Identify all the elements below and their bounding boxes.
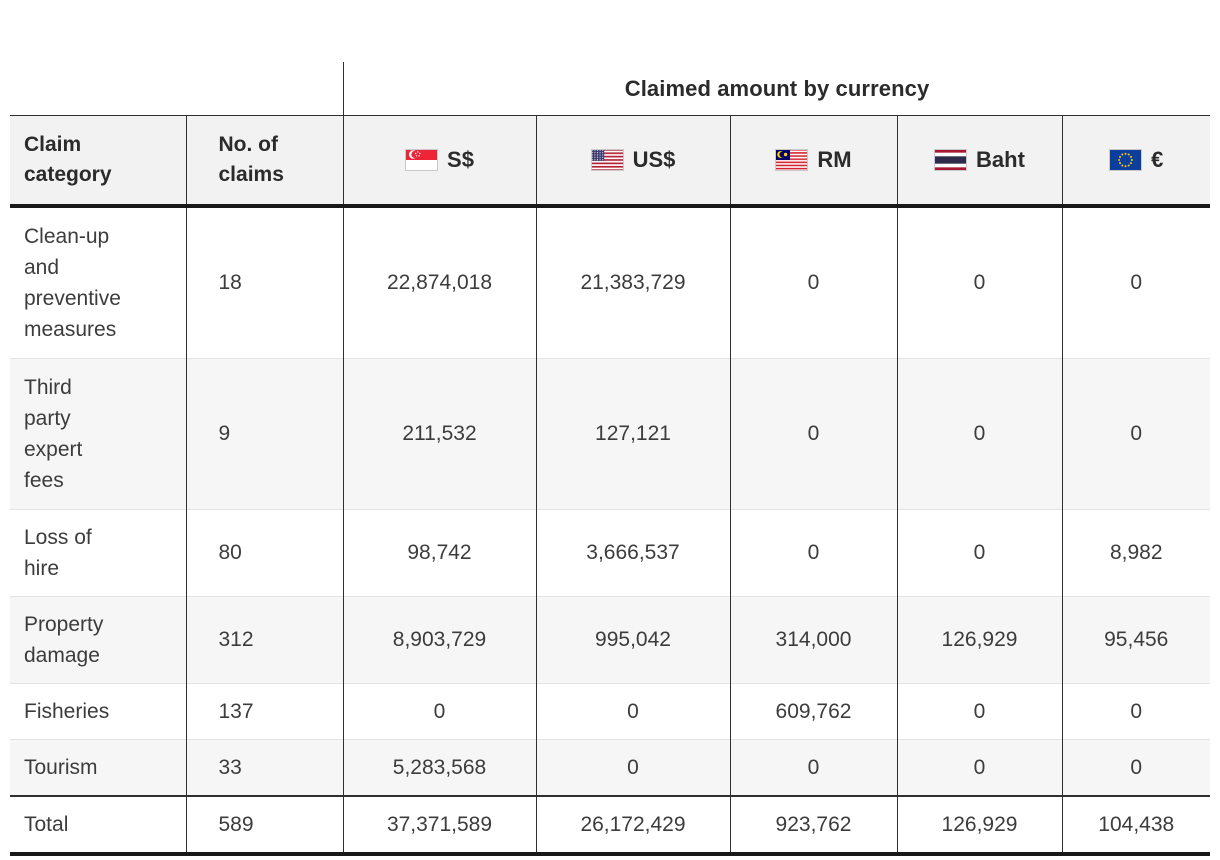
thailand-flag-icon xyxy=(934,148,968,171)
value-cell: 26,172,429 xyxy=(535,795,730,856)
category-cell: Loss of hire xyxy=(10,509,186,597)
value-cell: 0 xyxy=(896,509,1062,597)
claims-table: Claim category No. of claims xyxy=(10,115,1210,856)
value-cell: 0 xyxy=(342,683,536,740)
header-currency-usd: US$ xyxy=(535,115,730,208)
header-currency-sgd: S$ xyxy=(342,115,536,208)
currency-label-eur: € xyxy=(1151,146,1164,172)
value-cell: 5,283,568 xyxy=(342,739,536,796)
claims-cell: 137 xyxy=(185,683,343,740)
value-cell: 0 xyxy=(896,205,1062,359)
value-cell: 0 xyxy=(1061,205,1210,359)
value-cell: 126,929 xyxy=(896,795,1062,856)
value-cell: 211,532 xyxy=(342,358,536,510)
currency-label-usd: US$ xyxy=(632,146,676,172)
value-cell: 8,903,729 xyxy=(342,596,536,684)
value-cell: 0 xyxy=(729,358,897,510)
category-cell: Fisheries xyxy=(10,683,186,740)
value-cell: 0 xyxy=(1061,739,1210,796)
table-row: Loss of hire 80 98,742 3,666,537 0 0 8,9… xyxy=(10,509,1210,597)
value-cell: 104,438 xyxy=(1061,795,1210,856)
value-cell: 0 xyxy=(535,739,730,796)
category-cell: Property damage xyxy=(10,596,186,684)
claims-cell: 18 xyxy=(185,205,343,359)
united-states-flag-icon xyxy=(590,148,624,171)
value-cell: 314,000 xyxy=(729,596,897,684)
value-cell: 0 xyxy=(535,683,730,740)
currency-label-myr: RM xyxy=(817,146,852,172)
value-cell: 0 xyxy=(896,683,1062,740)
claims-cell: 80 xyxy=(185,509,343,597)
claims-cell: 589 xyxy=(185,795,343,856)
header-claim-category: Claim category xyxy=(10,115,186,208)
header-currency-thb: Baht xyxy=(896,115,1062,208)
malaysia-flag-icon xyxy=(775,148,809,171)
total-row: Total 589 37,371,589 26,172,429 923,762 … xyxy=(10,795,1210,856)
value-cell: 0 xyxy=(729,509,897,597)
title-spacer xyxy=(10,62,344,115)
claims-table-graphic: Claimed amount by currency Claim categor… xyxy=(10,62,1210,856)
value-cell: 995,042 xyxy=(535,596,730,684)
value-cell: 126,929 xyxy=(896,596,1062,684)
value-cell: 127,121 xyxy=(535,358,730,510)
table-row: Third party expert fees 9 211,532 127,12… xyxy=(10,358,1210,510)
value-cell: 95,456 xyxy=(1061,596,1210,684)
claims-cell: 312 xyxy=(185,596,343,684)
category-cell: Clean-up and preventive measures xyxy=(24,224,121,341)
value-cell: 0 xyxy=(896,739,1062,796)
value-cell: 609,762 xyxy=(729,683,897,740)
value-cell: 37,371,589 xyxy=(342,795,536,856)
table-row: Tourism 33 5,283,568 0 0 0 0 xyxy=(10,739,1210,796)
header-no-of-claims: No. of claims xyxy=(185,115,343,208)
value-cell: 923,762 xyxy=(729,795,897,856)
value-cell: 3,666,537 xyxy=(535,509,730,597)
value-cell: 0 xyxy=(1061,358,1210,510)
table-row: Clean-up and preventive measures 18 22,8… xyxy=(10,205,1210,359)
claims-cell: 9 xyxy=(185,358,343,510)
value-cell: 0 xyxy=(1061,683,1210,740)
value-cell: 8,982 xyxy=(1061,509,1210,597)
table-title: Claimed amount by currency xyxy=(624,75,930,101)
header-currency-eur: € xyxy=(1061,115,1210,208)
claims-cell: 33 xyxy=(185,739,343,796)
table-row: Fisheries 137 0 0 609,762 0 0 xyxy=(10,683,1210,740)
currency-label-sgd: S$ xyxy=(447,146,474,172)
table-row: Property damage 312 8,903,729 995,042 31… xyxy=(10,596,1210,684)
european-union-flag-icon xyxy=(1109,148,1143,171)
header-currency-myr: RM xyxy=(729,115,897,208)
value-cell: 0 xyxy=(729,739,897,796)
singapore-flag-icon xyxy=(405,148,439,171)
category-cell: Total xyxy=(10,795,186,856)
category-cell: Tourism xyxy=(10,739,186,796)
value-cell: 0 xyxy=(896,358,1062,510)
header-row: Claim category No. of claims xyxy=(10,115,1210,208)
value-cell: 98,742 xyxy=(342,509,536,597)
table-title-row: Claimed amount by currency xyxy=(10,62,1210,115)
value-cell: 21,383,729 xyxy=(535,205,730,359)
value-cell: 22,874,018 xyxy=(342,205,536,359)
category-cell: Third party expert fees xyxy=(10,358,186,510)
value-cell: 0 xyxy=(729,205,897,359)
currency-label-thb: Baht xyxy=(976,146,1025,172)
